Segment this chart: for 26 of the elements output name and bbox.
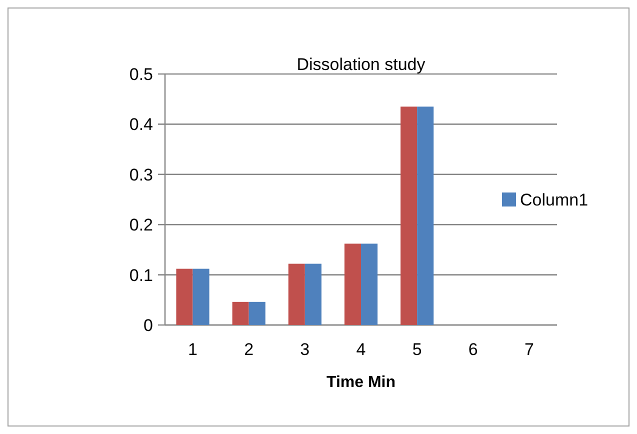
- chart-title: Dissolation study: [296, 55, 426, 74]
- bar: [176, 268, 193, 325]
- x-tick-label: 2: [244, 340, 254, 359]
- bar: [400, 106, 418, 325]
- x-tick-label: 5: [412, 340, 422, 359]
- x-tick-label: 7: [524, 340, 534, 359]
- bar: [344, 244, 361, 325]
- y-tick-label: 0.5: [129, 64, 153, 84]
- x-tick-label: 3: [300, 340, 310, 359]
- bar: [417, 106, 434, 325]
- y-tick-label: 0: [144, 316, 153, 335]
- y-tick-label: 0.2: [129, 216, 153, 235]
- y-tick-label: 0.3: [129, 165, 153, 184]
- bar: [232, 302, 249, 325]
- x-axis-title: Time Min: [326, 374, 396, 391]
- bar: [361, 244, 378, 325]
- legend-label: Column1: [520, 190, 588, 210]
- bar: [192, 268, 210, 325]
- bar: [304, 264, 322, 325]
- x-tick-label: 6: [468, 340, 478, 359]
- y-tick-label: 0.4: [129, 115, 153, 134]
- x-tick-label: 1: [188, 340, 198, 359]
- bar: [248, 302, 266, 325]
- bar: [288, 264, 305, 325]
- x-tick-label: 4: [356, 340, 366, 359]
- y-tick-label: 0.1: [129, 266, 153, 285]
